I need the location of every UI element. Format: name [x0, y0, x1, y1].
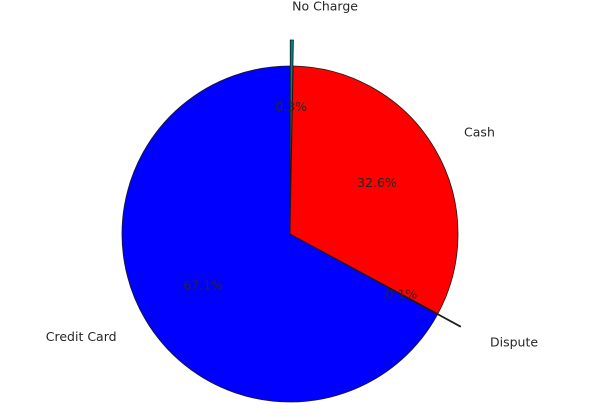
- category-label-cash: Cash: [464, 124, 495, 139]
- category-label-credit-card: Credit Card: [46, 329, 117, 344]
- pie-slice-cash: [289, 65, 459, 315]
- pct-label-credit-card: 67.1%: [183, 277, 223, 292]
- pct-label-dispute: 0.1%: [386, 287, 418, 302]
- pct-label-no-charge: 0.3%: [275, 99, 307, 114]
- pct-label-cash: 32.6%: [357, 175, 397, 190]
- category-label-dispute: Dispute: [490, 335, 538, 350]
- pie-slice-credit-card: [121, 65, 438, 403]
- category-label-no-charge: No Charge: [292, 0, 358, 13]
